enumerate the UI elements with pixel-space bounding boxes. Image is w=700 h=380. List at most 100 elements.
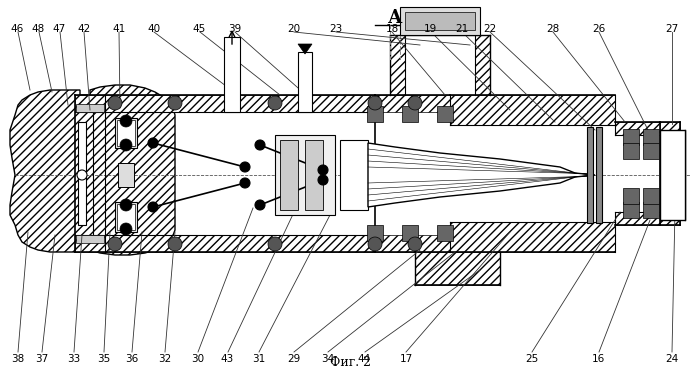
Circle shape (240, 162, 250, 172)
Text: 17: 17 (400, 354, 412, 364)
Bar (76, 104, 104, 112)
Bar (623, 202, 639, 218)
Bar (596, 127, 602, 223)
Bar (643, 129, 659, 145)
Bar (367, 225, 383, 241)
Bar (402, 106, 418, 122)
Polygon shape (75, 235, 375, 252)
Circle shape (120, 199, 132, 211)
Polygon shape (660, 220, 680, 225)
Text: 21: 21 (456, 24, 468, 33)
Text: 48: 48 (32, 24, 45, 33)
Polygon shape (368, 143, 595, 207)
Circle shape (148, 138, 158, 148)
Text: 30: 30 (192, 354, 204, 364)
Text: 32: 32 (158, 354, 171, 364)
Text: 33: 33 (67, 354, 80, 364)
Bar (400, 7, 480, 35)
Bar (280, 140, 298, 210)
Polygon shape (615, 212, 660, 225)
Circle shape (148, 202, 158, 212)
Text: 28: 28 (547, 24, 559, 33)
Polygon shape (298, 44, 312, 54)
Bar (643, 143, 659, 159)
Text: 44: 44 (358, 354, 370, 364)
Bar (623, 143, 639, 159)
Text: 29: 29 (288, 354, 300, 364)
Circle shape (120, 223, 132, 235)
Polygon shape (450, 95, 615, 125)
Text: 22: 22 (484, 24, 496, 33)
Bar (587, 127, 593, 223)
Circle shape (368, 237, 382, 251)
Bar (305, 140, 323, 210)
Bar (437, 225, 453, 241)
Bar (402, 225, 418, 241)
Bar (118, 163, 134, 187)
Bar (76, 235, 104, 243)
Circle shape (240, 178, 250, 188)
Text: 47: 47 (53, 24, 66, 33)
Circle shape (255, 140, 265, 150)
Text: 40: 40 (148, 24, 160, 33)
Circle shape (255, 200, 265, 210)
Text: 27: 27 (666, 24, 678, 33)
Circle shape (318, 165, 328, 175)
Circle shape (408, 96, 422, 110)
Text: 43: 43 (221, 354, 234, 364)
Bar (117, 120, 135, 146)
Circle shape (168, 237, 182, 251)
Polygon shape (10, 85, 175, 255)
Circle shape (368, 96, 382, 110)
Bar (117, 204, 135, 230)
Text: 35: 35 (97, 354, 110, 364)
Circle shape (408, 237, 422, 251)
Polygon shape (615, 122, 660, 135)
Text: 38: 38 (11, 354, 24, 364)
Text: 18: 18 (386, 24, 398, 33)
Polygon shape (75, 95, 375, 112)
Text: 39: 39 (228, 24, 241, 33)
Circle shape (120, 139, 132, 151)
Text: 42: 42 (78, 24, 90, 33)
Text: 31: 31 (253, 354, 265, 364)
Text: Фиг. 2: Фиг. 2 (330, 356, 370, 369)
Circle shape (268, 237, 282, 251)
Text: 45: 45 (193, 24, 206, 33)
Bar (643, 188, 659, 204)
Text: 34: 34 (321, 354, 334, 364)
Bar (660, 130, 685, 220)
Bar (367, 106, 383, 122)
Text: 37: 37 (36, 354, 48, 364)
Bar (275, 135, 335, 215)
Text: 24: 24 (666, 354, 678, 364)
Text: 41: 41 (113, 24, 125, 33)
Text: 46: 46 (11, 24, 24, 33)
Bar (340, 140, 368, 210)
Polygon shape (475, 35, 490, 95)
Circle shape (120, 115, 132, 127)
Bar (643, 202, 659, 218)
Circle shape (77, 170, 87, 180)
Bar (405, 12, 475, 30)
Bar (115, 118, 137, 148)
Bar (224, 37, 240, 112)
Text: А: А (388, 9, 402, 27)
Text: 36: 36 (125, 354, 138, 364)
Bar (437, 106, 453, 122)
Polygon shape (375, 95, 450, 112)
Polygon shape (375, 235, 450, 252)
Polygon shape (450, 222, 615, 252)
Circle shape (318, 175, 328, 185)
Circle shape (108, 96, 122, 110)
Polygon shape (660, 122, 680, 130)
Circle shape (108, 237, 122, 251)
Bar (78, 122, 86, 225)
Text: 19: 19 (424, 24, 437, 33)
Circle shape (168, 96, 182, 110)
Bar (298, 52, 312, 112)
Text: 20: 20 (288, 24, 300, 33)
Text: 16: 16 (592, 354, 605, 364)
Circle shape (268, 96, 282, 110)
Bar (623, 129, 639, 145)
